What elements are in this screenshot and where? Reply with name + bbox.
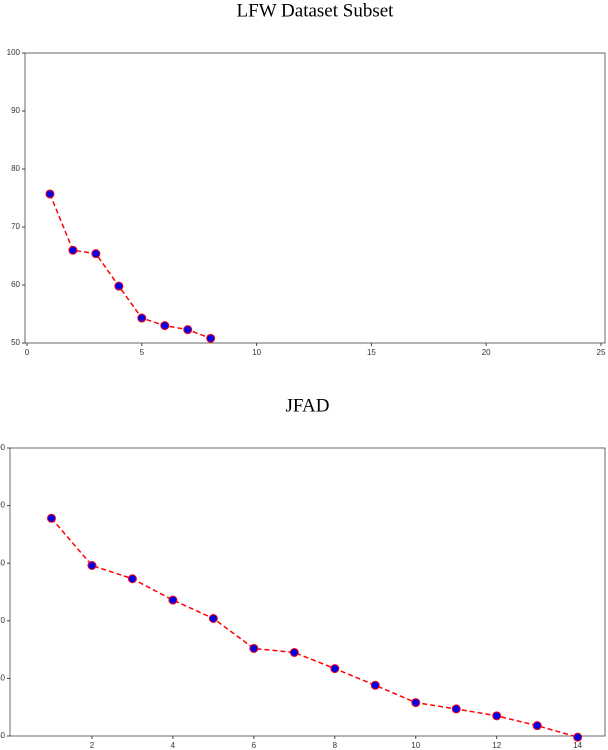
x-tick-label: 12 (492, 741, 501, 750)
chart-title: LFW Dataset Subset (237, 0, 395, 21)
data-point (87, 561, 97, 571)
y-tick-label: 70 (0, 616, 6, 625)
x-tick-label: 14 (573, 741, 582, 750)
x-tick-label: 15 (367, 348, 376, 357)
data-point (91, 249, 101, 259)
x-tick-label: 8 (333, 741, 338, 750)
chart-title: JFAD (286, 395, 330, 416)
x-tick-label: 5 (140, 348, 145, 357)
y-tick-label: 80 (11, 164, 20, 173)
data-point (573, 732, 583, 742)
data-point (183, 325, 193, 335)
data-point (127, 574, 137, 584)
data-point (114, 281, 124, 291)
x-tick-label: 10 (252, 348, 261, 357)
data-point (160, 321, 170, 331)
y-tick-label: 60 (11, 280, 20, 289)
y-tick-label: 50 (0, 731, 6, 740)
data-point (68, 245, 78, 255)
data-line (50, 517, 578, 738)
y-tick-label: 100 (0, 443, 6, 452)
y-tick-label: 100 (7, 48, 21, 57)
data-point (411, 698, 421, 708)
data-point (492, 711, 502, 721)
x-tick-label: 6 (252, 741, 257, 750)
data-point (249, 643, 259, 653)
data-point (46, 513, 56, 523)
x-tick-label: 2 (90, 741, 95, 750)
y-tick-label: 80 (0, 558, 6, 567)
data-point (168, 595, 178, 605)
x-tick-label: 0 (25, 348, 30, 357)
y-tick-label: 50 (11, 338, 20, 347)
data-line (49, 193, 211, 340)
x-tick-label: 4 (171, 741, 176, 750)
data-point (451, 704, 461, 714)
data-point (370, 680, 380, 690)
plot-frame (24, 52, 606, 344)
data-point (45, 189, 55, 199)
x-tick-label: 20 (482, 348, 491, 357)
plot-frame (9, 447, 606, 737)
data-point (208, 613, 218, 623)
data-point (532, 721, 542, 731)
data-point (206, 333, 216, 343)
data-point (289, 647, 299, 657)
data-point (137, 313, 147, 323)
y-tick-label: 90 (11, 106, 20, 115)
y-tick-label: 70 (11, 222, 20, 231)
y-tick-label: 60 (0, 674, 6, 683)
data-point (330, 664, 340, 674)
x-tick-label: 25 (597, 348, 606, 357)
x-tick-label: 10 (411, 741, 420, 750)
y-tick-label: 90 (0, 501, 6, 510)
